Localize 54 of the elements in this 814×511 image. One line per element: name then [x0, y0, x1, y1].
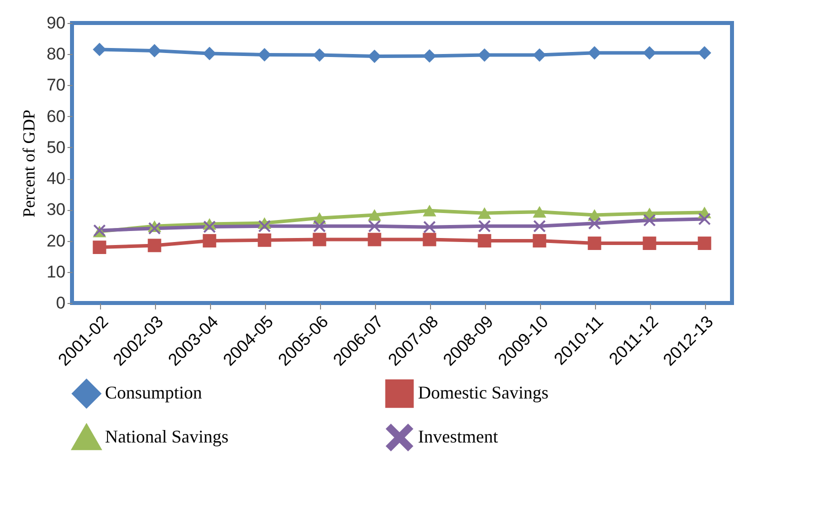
point — [478, 220, 491, 232]
point — [532, 48, 546, 62]
point — [258, 48, 272, 62]
point — [368, 50, 382, 63]
point — [368, 232, 382, 246]
point — [368, 220, 381, 232]
y-tick-label: 80 — [46, 44, 66, 64]
point — [202, 234, 216, 248]
y-tick-label: 40 — [46, 169, 66, 188]
y-tick-label: 10 — [46, 262, 66, 282]
point — [698, 236, 712, 250]
point — [588, 217, 601, 230]
point — [422, 204, 436, 216]
point — [92, 42, 106, 56]
point — [532, 234, 546, 248]
y-tick-label: 0 — [56, 294, 66, 312]
point — [203, 220, 216, 233]
legend-label: Consumption — [105, 382, 202, 403]
point — [533, 220, 546, 232]
point — [368, 209, 382, 221]
y-tick-label: 20 — [46, 231, 66, 250]
point — [312, 48, 326, 62]
point — [92, 240, 106, 254]
point — [643, 214, 656, 226]
y-tick-label: 70 — [46, 76, 66, 95]
point — [202, 46, 216, 60]
point — [422, 232, 436, 246]
legend-label: National Savings — [105, 426, 228, 446]
point — [148, 44, 162, 58]
point — [532, 206, 546, 218]
point — [478, 234, 492, 248]
point — [423, 221, 436, 234]
point — [478, 207, 492, 219]
point — [588, 236, 602, 250]
point — [642, 236, 656, 250]
y-tick-label: 60 — [46, 106, 66, 126]
point — [313, 220, 326, 232]
point — [422, 49, 436, 63]
point — [148, 238, 162, 252]
legend-label: Investment — [418, 426, 498, 446]
point — [698, 212, 711, 226]
y-tick-label: 90 — [46, 14, 66, 32]
y-axis-title: Percent of GDP — [20, 110, 39, 218]
point — [588, 46, 602, 60]
point — [148, 222, 161, 234]
point — [478, 48, 492, 62]
y-tick-label: 30 — [46, 200, 66, 220]
point — [698, 46, 712, 60]
point — [312, 232, 326, 246]
legend-label: Domestic Savings — [418, 382, 548, 403]
point — [258, 233, 272, 247]
point — [258, 220, 271, 232]
point — [642, 46, 656, 60]
y-tick-label: 50 — [46, 138, 66, 157]
